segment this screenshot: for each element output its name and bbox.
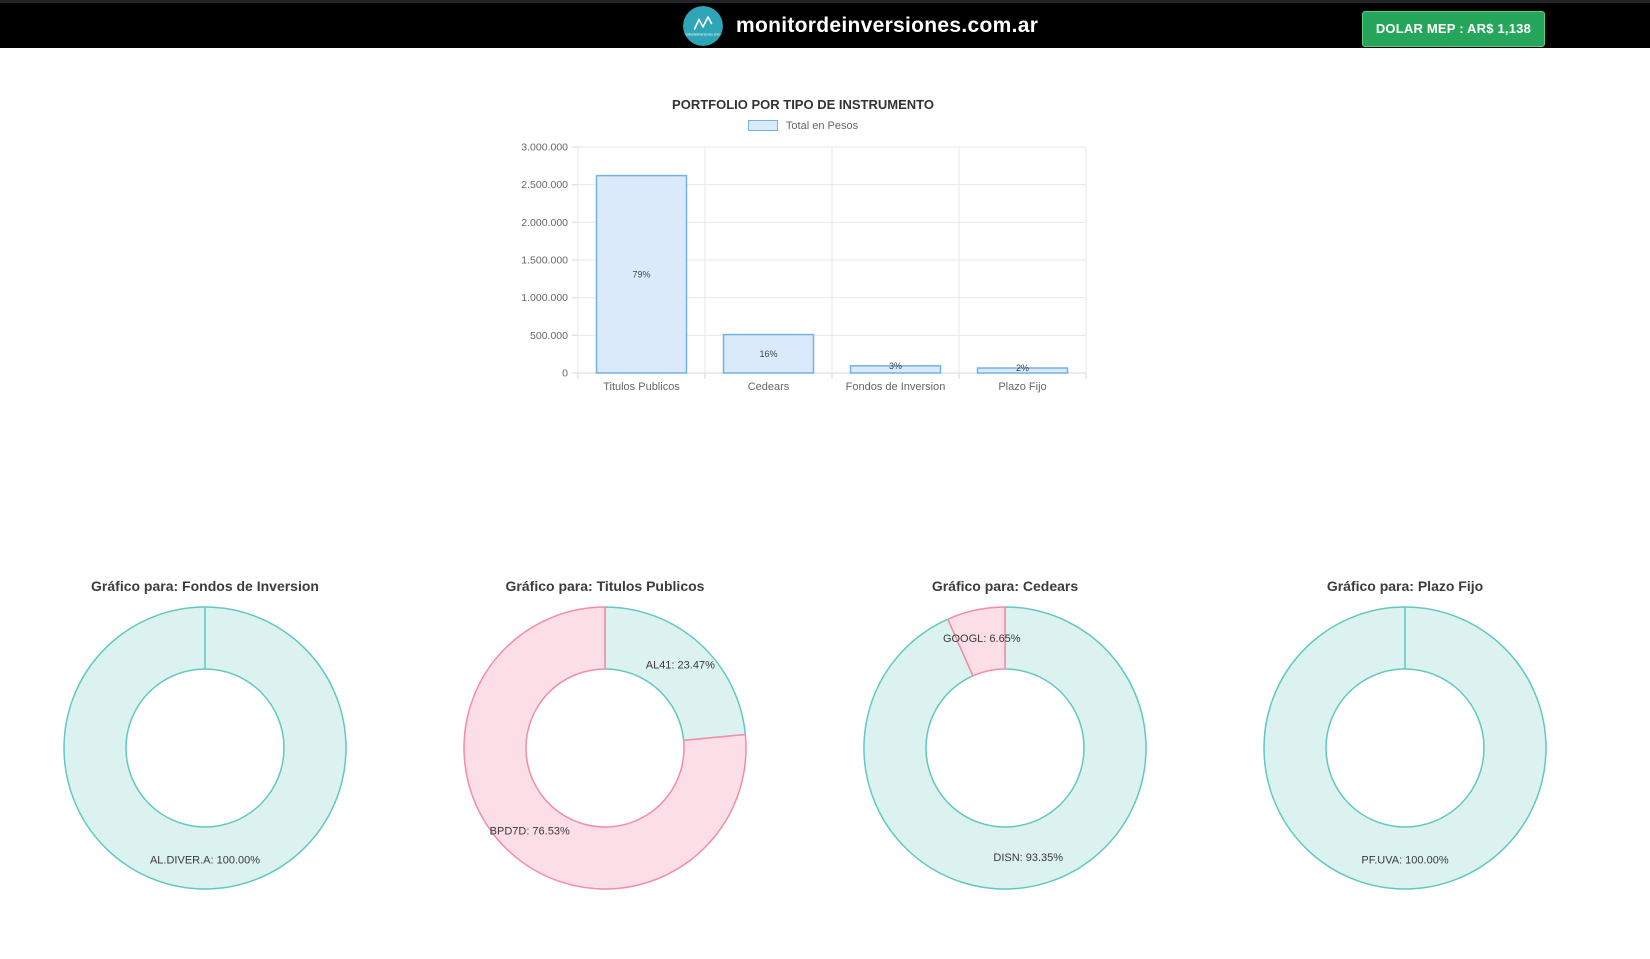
donut-title: Gráfico para: Titulos Publicos bbox=[505, 578, 705, 594]
donut-figure-titulos-publicos: Gráfico para: Titulos Publicos AL41: 23.… bbox=[440, 576, 770, 898]
bar-plazo-fijo[interactable] bbox=[976, 367, 1069, 374]
bar-fondos-de-inversion[interactable] bbox=[849, 365, 942, 374]
donut-hole bbox=[1325, 668, 1485, 828]
legend-label: Total en Pesos bbox=[785, 119, 859, 132]
y-tick-label: 1.000.000 bbox=[521, 292, 568, 304]
slice-googl[interactable] bbox=[947, 606, 1006, 677]
slice-label-al-diver-a: AL.DIVER.A: 100.00% bbox=[150, 855, 260, 867]
bar-percent-label: 79% bbox=[632, 269, 650, 279]
donut-title: Gráfico para: Plazo Fijo bbox=[1326, 578, 1484, 594]
slice-label-al41: AL41: 23.47% bbox=[646, 660, 715, 672]
donut-canvas-plazo-fijo[interactable]: PF.UVA: 100.00% bbox=[1240, 598, 1570, 898]
donut-figure-fondos-de-inversion: Gráfico para: Fondos de Inversion AL.DIV… bbox=[40, 576, 370, 898]
donut-figure-cedears: Gráfico para: Cedears DISN: 93.35% GOOGL:… bbox=[840, 576, 1170, 898]
bar-cedears[interactable] bbox=[722, 333, 815, 374]
y-tick-label: 500.000 bbox=[530, 330, 568, 342]
y-tick-label: 2.500.000 bbox=[521, 179, 568, 191]
y-tick-label: 0 bbox=[562, 368, 568, 380]
donut-canvas-fondos-de-inversion[interactable]: AL.DIVER.A: 100.00% bbox=[40, 598, 370, 898]
donut-title: Gráfico para: Cedears bbox=[931, 578, 1079, 594]
site-title: monitordeinversiones.com.ar bbox=[736, 14, 1039, 37]
legend-swatch bbox=[747, 120, 778, 131]
logo-linechart-icon bbox=[693, 16, 713, 30]
portfolio-bar-chart: PORTFOLIO POR TIPO DE INSTRUMENTO Total … bbox=[518, 97, 1088, 404]
site-logo-icon: monitordeinversiones com.ar bbox=[683, 6, 723, 46]
slice-al41[interactable] bbox=[604, 606, 747, 742]
home-link[interactable]: monitordeinversiones com.ar monitordeinv… bbox=[683, 4, 1038, 48]
slice-bpd7d[interactable] bbox=[463, 606, 747, 890]
donut-figure-plazo-fijo: Gráfico para: Plazo Fijo PF.UVA: 100.00% bbox=[1240, 576, 1570, 898]
x-category-label: Titulos Publicos bbox=[603, 381, 680, 393]
dolar-mep-badge: DOLAR MEP : AR$ 1,138 bbox=[1361, 11, 1545, 47]
bar-titulos-publicos[interactable] bbox=[595, 174, 688, 374]
slice-label-disn: DISN: 93.35% bbox=[993, 852, 1063, 864]
donut-hole bbox=[125, 668, 285, 828]
donut-title: Gráfico para: Fondos de Inversion bbox=[91, 578, 319, 594]
bar-chart-legend-item[interactable]: Total en Pesos bbox=[518, 119, 1088, 132]
x-category-label: Plazo Fijo bbox=[998, 381, 1046, 393]
slice-label-pf-uva: PF.UVA: 100.00% bbox=[1361, 855, 1448, 867]
donut-canvas-cedears[interactable]: DISN: 93.35% GOOGL: 6.65% bbox=[840, 598, 1170, 898]
x-category-label: Cedears bbox=[748, 381, 790, 393]
y-tick-label: 2.000.000 bbox=[521, 217, 568, 229]
logo-caption: monitordeinversiones com.ar bbox=[683, 33, 723, 37]
bar-chart-title: PORTFOLIO POR TIPO DE INSTRUMENTO bbox=[672, 97, 934, 112]
y-tick-label: 1.500.000 bbox=[521, 255, 568, 267]
slice-disn[interactable] bbox=[863, 606, 1147, 890]
y-tick-label: 3.000.000 bbox=[521, 142, 568, 154]
donut-canvas-titulos-publicos[interactable]: AL41: 23.47% BPD7D: 76.53% bbox=[440, 598, 770, 898]
bar-percent-label: 16% bbox=[759, 349, 777, 359]
bar-chart-canvas[interactable]: 0 500.000 1.000.000 1.500.000 2.000.000 2.500… bbox=[518, 134, 1088, 404]
site-header: monitordeinversiones com.ar monitordeinv… bbox=[0, 0, 1650, 48]
bar-percent-label: 2% bbox=[1016, 363, 1029, 373]
bar-percent-label: 3% bbox=[889, 361, 902, 371]
slice-label-googl: GOOGL: 6.65% bbox=[943, 633, 1021, 645]
slice-label-bpd7d: BPD7D: 76.53% bbox=[490, 825, 570, 837]
x-category-label: Fondos de Inversion bbox=[846, 381, 946, 393]
